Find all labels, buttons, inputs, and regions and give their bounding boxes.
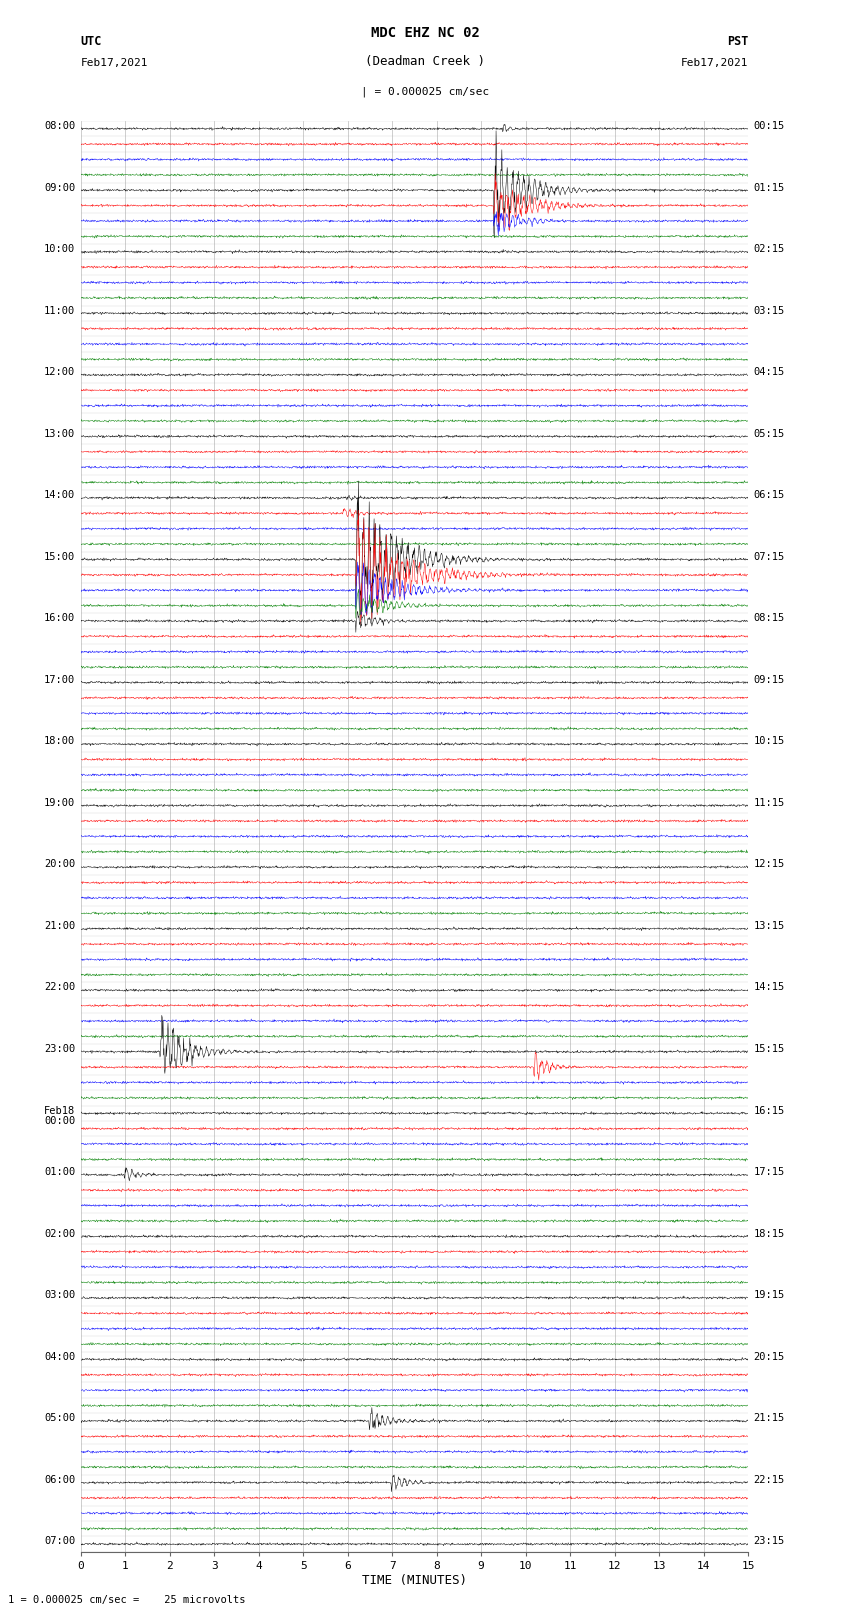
- Text: UTC: UTC: [81, 35, 102, 48]
- Text: 18:00: 18:00: [44, 737, 76, 747]
- Text: 10:15: 10:15: [753, 737, 785, 747]
- Text: 16:00: 16:00: [44, 613, 76, 623]
- Text: 22:15: 22:15: [753, 1474, 785, 1486]
- Text: 14:00: 14:00: [44, 490, 76, 500]
- X-axis label: TIME (MINUTES): TIME (MINUTES): [362, 1574, 467, 1587]
- Text: 13:00: 13:00: [44, 429, 76, 439]
- Text: 16:15: 16:15: [753, 1105, 785, 1116]
- Text: 22:00: 22:00: [44, 982, 76, 992]
- Text: MDC EHZ NC 02: MDC EHZ NC 02: [371, 26, 479, 40]
- Text: 17:15: 17:15: [753, 1168, 785, 1177]
- Text: 13:15: 13:15: [753, 921, 785, 931]
- Text: 10:00: 10:00: [44, 244, 76, 255]
- Text: 15:00: 15:00: [44, 552, 76, 561]
- Text: 04:15: 04:15: [753, 368, 785, 377]
- Text: 02:00: 02:00: [44, 1229, 76, 1239]
- Text: 17:00: 17:00: [44, 674, 76, 686]
- Text: 08:00: 08:00: [44, 121, 76, 131]
- Text: 09:15: 09:15: [753, 674, 785, 686]
- Text: 12:00: 12:00: [44, 368, 76, 377]
- Text: Feb17,2021: Feb17,2021: [81, 58, 148, 68]
- Text: 20:15: 20:15: [753, 1352, 785, 1361]
- Text: 23:00: 23:00: [44, 1044, 76, 1053]
- Text: 18:15: 18:15: [753, 1229, 785, 1239]
- Text: | = 0.000025 cm/sec: | = 0.000025 cm/sec: [361, 85, 489, 97]
- Text: 21:15: 21:15: [753, 1413, 785, 1423]
- Text: 01:15: 01:15: [753, 182, 785, 192]
- Text: 14:15: 14:15: [753, 982, 785, 992]
- Text: 08:15: 08:15: [753, 613, 785, 623]
- Text: (Deadman Creek ): (Deadman Creek ): [365, 55, 485, 68]
- Text: 03:15: 03:15: [753, 305, 785, 316]
- Text: 03:00: 03:00: [44, 1290, 76, 1300]
- Text: 23:15: 23:15: [753, 1536, 785, 1547]
- Text: 09:00: 09:00: [44, 182, 76, 192]
- Text: 07:15: 07:15: [753, 552, 785, 561]
- Text: 11:00: 11:00: [44, 305, 76, 316]
- Text: 06:00: 06:00: [44, 1474, 76, 1486]
- Text: PST: PST: [727, 35, 748, 48]
- Text: 19:00: 19:00: [44, 798, 76, 808]
- Text: 00:15: 00:15: [753, 121, 785, 131]
- Text: 04:00: 04:00: [44, 1352, 76, 1361]
- Text: 07:00: 07:00: [44, 1536, 76, 1547]
- Text: 06:15: 06:15: [753, 490, 785, 500]
- Text: 19:15: 19:15: [753, 1290, 785, 1300]
- Text: 12:15: 12:15: [753, 860, 785, 869]
- Text: 01:00: 01:00: [44, 1168, 76, 1177]
- Text: 20:00: 20:00: [44, 860, 76, 869]
- Text: 15:15: 15:15: [753, 1044, 785, 1053]
- Text: 05:00: 05:00: [44, 1413, 76, 1423]
- Text: 21:00: 21:00: [44, 921, 76, 931]
- Text: Feb17,2021: Feb17,2021: [681, 58, 748, 68]
- Text: 11:15: 11:15: [753, 798, 785, 808]
- Text: Feb18
00:00: Feb18 00:00: [44, 1105, 76, 1126]
- Text: 05:15: 05:15: [753, 429, 785, 439]
- Text: 1 = 0.000025 cm/sec =    25 microvolts: 1 = 0.000025 cm/sec = 25 microvolts: [8, 1595, 246, 1605]
- Text: 02:15: 02:15: [753, 244, 785, 255]
